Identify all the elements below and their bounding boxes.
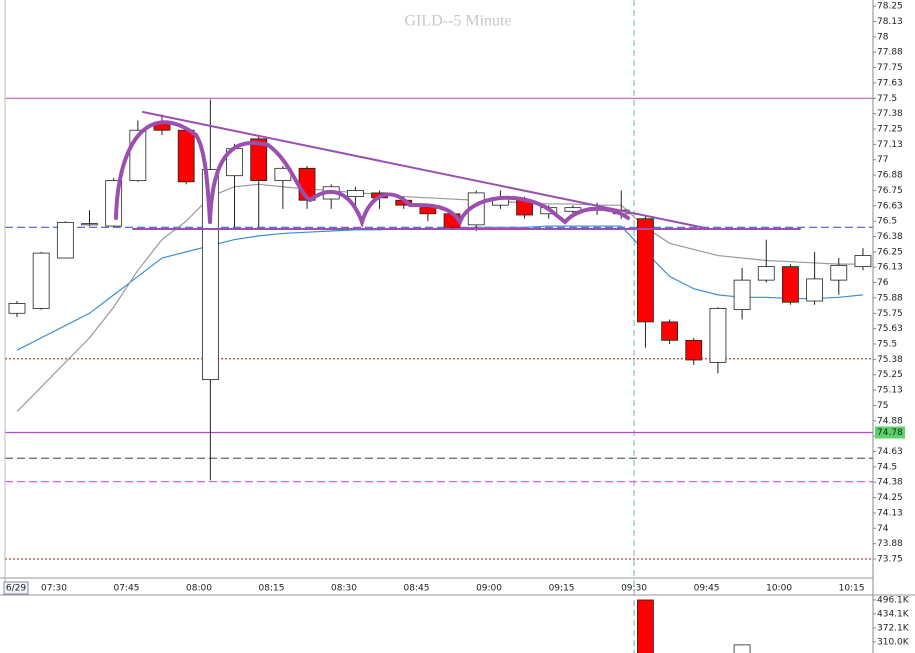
y-tick-label: 76.5 <box>877 217 897 227</box>
x-tick-label: 09:45 <box>694 584 720 594</box>
y-tick-label: 75.25 <box>877 370 903 380</box>
front-layer: 78.25 78.13 78 77.88 77.75 77.63 77.5 77.38 77.2… <box>8 2 910 653</box>
x-tick-label: 10:15 <box>839 584 865 594</box>
y-tick-label: 74.38 <box>877 478 903 488</box>
price-label-box <box>875 426 905 439</box>
y-tick-label: 75.5 <box>877 340 897 350</box>
candle-body <box>854 255 872 268</box>
candle-body <box>419 207 437 215</box>
y-tick-label: 75.75 <box>877 309 903 319</box>
candle-body <box>32 252 50 309</box>
arc <box>208 140 312 224</box>
y-tick-label: 76.63 <box>877 201 903 211</box>
y-tick-label: 75.88 <box>877 293 903 303</box>
x-tick-label: 07:45 <box>114 584 140 594</box>
candle-body <box>177 129 195 183</box>
volume-bar <box>637 599 654 653</box>
arc <box>308 189 412 229</box>
moving-average <box>16 183 863 413</box>
y-tick-label: 76.13 <box>877 263 903 273</box>
candle-body <box>806 278 824 302</box>
y-tick-label: 75.63 <box>877 324 903 334</box>
candle-body <box>81 223 98 226</box>
candle-body <box>250 138 268 182</box>
candle-body <box>685 339 703 361</box>
y-tick-label: 73.75 <box>877 555 903 565</box>
x-tick-label: 07:30 <box>41 584 67 594</box>
x-tick-label: 08:45 <box>404 584 430 594</box>
y-tick-label: 78 <box>877 32 889 42</box>
x-tick-label: 08:30 <box>331 584 357 594</box>
candle-body <box>757 266 775 281</box>
y-tick-label: 77.25 <box>877 125 903 135</box>
y-tick-label: 73.88 <box>877 539 903 549</box>
y-tick-label: 74 <box>877 524 889 534</box>
candle-body <box>56 221 74 259</box>
candle-body <box>637 218 654 323</box>
y-tick-label: 75 <box>877 401 888 411</box>
y-tick-label: 74.5 <box>877 462 897 472</box>
y-tick-label: 76.38 <box>877 232 903 242</box>
volume-tick-label: 496.1K <box>877 595 910 605</box>
candle-body <box>733 279 751 311</box>
y-tick-label: 76 <box>877 278 889 288</box>
y-tick-label: 77.38 <box>877 109 903 119</box>
candle-body <box>782 266 799 303</box>
candle-body <box>709 307 727 363</box>
price-label: 74.78 <box>877 428 903 438</box>
candle-body <box>201 169 219 381</box>
x-tick-label: 10:00 <box>766 584 792 594</box>
y-tick-label: 76.88 <box>877 171 903 181</box>
y-tick-label: 75.13 <box>877 386 903 396</box>
y-tick-label: 78.13 <box>877 17 903 27</box>
x-tick-label: 08:00 <box>186 584 212 594</box>
y-tick-label: 74.13 <box>877 508 903 518</box>
y-tick-label: 77.75 <box>877 63 903 73</box>
volume-tick-label: 434.1K <box>877 609 910 619</box>
y-tick-label: 74.88 <box>877 416 903 426</box>
y-tick-label: 77.88 <box>877 48 903 58</box>
date-box <box>3 581 29 595</box>
chart-title: GILD--5 Minute <box>404 13 511 30</box>
annotations <box>114 111 801 230</box>
y-tick-label: 78.25 <box>877 2 903 12</box>
candle-body <box>8 303 26 314</box>
arc <box>114 120 212 224</box>
candle-body <box>346 190 364 197</box>
x-tick-label: 09:00 <box>476 584 502 594</box>
y-tick-label: 77 <box>877 155 888 165</box>
y-tick-label: 76.25 <box>877 247 903 257</box>
y-tick-label: 77.63 <box>877 78 903 88</box>
date-label: 6/29 <box>6 584 26 594</box>
y-tick-label: 77.5 <box>877 94 897 104</box>
y-tick-label: 75.38 <box>877 355 903 365</box>
y-tick-label: 76.75 <box>877 186 903 196</box>
volume-tick-label: 310.0K <box>877 637 910 647</box>
volume-bar <box>733 644 751 653</box>
y-tick-label: 77.13 <box>877 140 903 150</box>
candle-body <box>830 264 848 281</box>
arc <box>408 195 630 227</box>
volume-tick-label: 372.1K <box>877 623 910 633</box>
x-tick-label: 08:15 <box>259 584 285 594</box>
x-tick-label: 09:15 <box>549 584 575 594</box>
y-tick-label: 74.63 <box>877 447 903 457</box>
x-tick-label: 09:30 <box>621 584 647 594</box>
y-tick-label: 74.25 <box>877 493 903 503</box>
candle-body <box>661 321 678 341</box>
